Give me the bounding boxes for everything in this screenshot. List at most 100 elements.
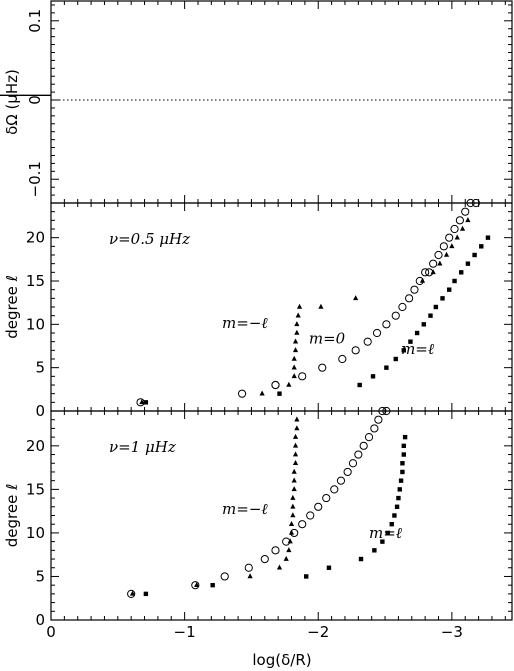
marker-square-m-l	[472, 252, 477, 258]
marker-square-m-l	[372, 548, 377, 553]
panel-1-frame	[50, 0, 513, 204]
marker-triangle-m-minus-l	[292, 451, 299, 457]
marker-circle-m0	[271, 546, 280, 555]
y-tick-label: 0	[26, 95, 44, 105]
marker-square-m-l	[479, 244, 484, 249]
marker-square-m-l	[380, 539, 385, 544]
marker-triangle-m-minus-l	[296, 303, 303, 309]
marker-circle-m0	[298, 520, 307, 529]
marker-square-m-l	[143, 591, 149, 597]
series-label: m=−ℓ	[222, 314, 268, 332]
marker-square-m-l	[400, 469, 405, 475]
marker-circle-m0	[421, 268, 430, 277]
marker-square-m-l	[402, 434, 408, 440]
y-tick-label: 0	[35, 611, 45, 629]
marker-triangle-m-minus-l	[291, 468, 297, 474]
marker-circle-m0	[391, 311, 400, 320]
marker-circle-m0	[351, 346, 360, 355]
marker-triangle-m-minus-l	[443, 251, 450, 257]
marker-triangle-m-minus-l	[247, 573, 253, 579]
marker-square-m-l	[485, 235, 491, 240]
marker-triangle-m-minus-l	[291, 486, 297, 492]
marker-circle-m0	[466, 198, 475, 208]
marker-circle-m0	[260, 554, 269, 564]
marker-square-m-l	[396, 495, 401, 501]
marker-circle-m0	[354, 450, 363, 459]
marker-triangle-m-minus-l	[259, 390, 265, 396]
marker-square-m-l	[401, 443, 406, 449]
y-axis-label: degree ℓ	[3, 484, 21, 548]
marker-circle-m0	[382, 406, 391, 416]
marker-circle-m0	[398, 302, 407, 312]
marker-square-m-l	[392, 513, 397, 518]
marker-triangle-m-minus-l	[129, 590, 136, 596]
y-axis-label: δΩ (μHz)	[3, 69, 21, 135]
marker-circle-m0	[127, 589, 136, 598]
x-tick-label: −1	[174, 623, 196, 641]
marker-triangle-m-minus-l	[288, 529, 295, 535]
marker-triangle-m-minus-l	[294, 329, 300, 335]
marker-triangle-m-minus-l	[283, 555, 289, 561]
marker-triangle-m-minus-l	[290, 512, 296, 518]
marker-circle-m0	[461, 207, 470, 216]
marker-circle-m0	[372, 328, 382, 338]
marker-triangle-m-minus-l	[286, 547, 292, 553]
marker-circle-m0	[429, 259, 438, 268]
marker-circle-m0	[364, 433, 374, 442]
marker-triangle-m-minus-l	[294, 416, 300, 422]
marker-square-m-l	[440, 296, 445, 301]
marker-triangle-m-minus-l	[454, 234, 460, 240]
marker-triangle-m-minus-l	[437, 260, 443, 266]
marker-triangle-m-minus-l	[288, 521, 295, 527]
marker-triangle-m-minus-l	[292, 338, 299, 344]
marker-triangle-m-minus-l	[292, 433, 299, 439]
marker-square-m-l	[384, 365, 389, 370]
marker-circle-m0	[471, 198, 481, 208]
marker-triangle-m-minus-l	[353, 295, 359, 301]
marker-triangle-m-minus-l	[286, 381, 292, 387]
marker-triangle-m-minus-l	[419, 277, 426, 283]
marker-triangle-m-minus-l	[318, 303, 324, 309]
marker-square-m-l	[210, 582, 215, 588]
marker-triangle-m-minus-l	[287, 538, 293, 544]
marker-square-m-l	[304, 574, 309, 579]
y-tick-label: 10	[26, 524, 45, 542]
x-tick-label: −3	[441, 623, 463, 641]
y-tick-label: 20	[26, 437, 45, 455]
marker-triangle-m-minus-l	[449, 243, 455, 249]
marker-triangle-m-minus-l	[459, 225, 466, 231]
marker-triangle-m-minus-l	[194, 581, 200, 587]
y-tick-label: 20	[26, 229, 45, 247]
marker-square-m-l	[277, 391, 282, 396]
marker-circle-m0	[450, 224, 459, 234]
marker-square-m-l	[421, 322, 427, 327]
marker-triangle-m-minus-l	[291, 355, 297, 361]
marker-circle-m0	[338, 354, 347, 364]
marker-square-m-l	[358, 556, 364, 562]
marker-square-m-l	[433, 304, 439, 310]
y-tick-label: 10	[26, 315, 45, 333]
marker-circle-m0	[434, 250, 443, 260]
marker-square-m-l	[459, 270, 464, 275]
marker-triangle-m-minus-l	[465, 217, 471, 223]
x-tick-label: 0	[46, 623, 56, 641]
marker-circle-m0	[314, 502, 323, 511]
marker-circle-m0	[378, 406, 387, 416]
marker-circle-m0	[220, 572, 229, 581]
marker-circle-m0	[410, 285, 419, 294]
marker-square-m-l	[400, 461, 405, 466]
marker-square-m-l	[414, 330, 420, 336]
marker-triangle-m-minus-l	[291, 364, 297, 370]
panel-annotation: ν=1 μHz	[109, 438, 176, 456]
marker-circle-m0	[363, 337, 372, 346]
marker-square-m-l	[143, 400, 149, 405]
marker-triangle-m-minus-l	[292, 442, 299, 448]
marker-circle-m0	[348, 459, 358, 468]
marker-square-m-l	[357, 382, 362, 388]
marker-circle-m0	[191, 581, 200, 590]
marker-triangle-m-minus-l	[139, 399, 145, 405]
marker-triangle-m-minus-l	[292, 460, 299, 466]
marker-circle-m0	[271, 380, 280, 390]
marker-circle-m0	[322, 493, 331, 503]
marker-triangle-m-minus-l	[294, 321, 300, 327]
